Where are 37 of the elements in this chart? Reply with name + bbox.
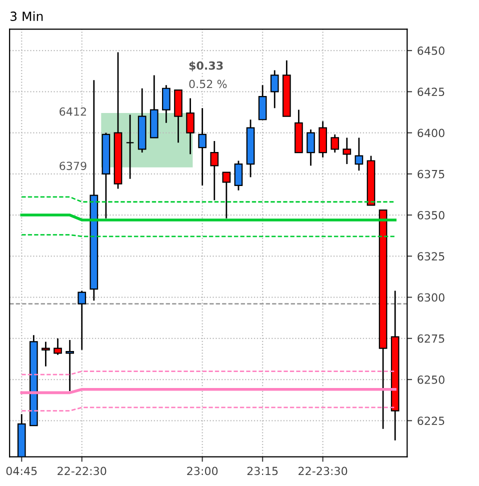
y-tick-label: 6450 [418, 46, 444, 55]
candlestick [342, 137, 352, 165]
candlestick [306, 128, 315, 166]
y-tick-label: 6300 [418, 293, 444, 302]
y-tick-label: 6400 [418, 128, 444, 138]
x-tick-label: 22-22:30 [58, 466, 106, 476]
annotation: 6412 [60, 107, 86, 116]
candlestick [258, 84, 267, 120]
candlestick [186, 98, 194, 155]
candlestick [54, 338, 62, 356]
annotation: 0.52 % [189, 80, 227, 88]
candlestick [354, 137, 364, 172]
y-tick-label: 6275 [418, 334, 444, 343]
chart-title: 3 Min [10, 11, 43, 22]
candlestick [66, 339, 74, 392]
x-tick-label: 23:00 [187, 466, 218, 476]
annotation: 6379 [60, 162, 86, 170]
candlestick [162, 84, 170, 124]
x-tick-label: 22-23:30 [298, 466, 348, 476]
candlestick [210, 140, 219, 201]
candlestick [42, 341, 50, 368]
y-tick-label: 6325 [418, 252, 444, 261]
candlestick [234, 160, 243, 192]
x-tick-label: 23:15 [247, 466, 278, 476]
y-tick-label: 6375 [418, 170, 444, 178]
candlestick [222, 172, 231, 220]
candlestick [270, 70, 279, 109]
x-tick-label: 04:45 [6, 466, 37, 476]
candlestick [198, 107, 207, 186]
y-tick-label: 6350 [418, 211, 444, 220]
y-tick-label: 6225 [418, 416, 444, 426]
candlestick [78, 290, 86, 351]
y-tick-label: 6425 [418, 88, 444, 96]
annotation: $0.33 [189, 61, 223, 72]
candlestick [330, 134, 340, 154]
candlestick [126, 114, 134, 180]
y-tick-label: 6250 [418, 376, 444, 384]
